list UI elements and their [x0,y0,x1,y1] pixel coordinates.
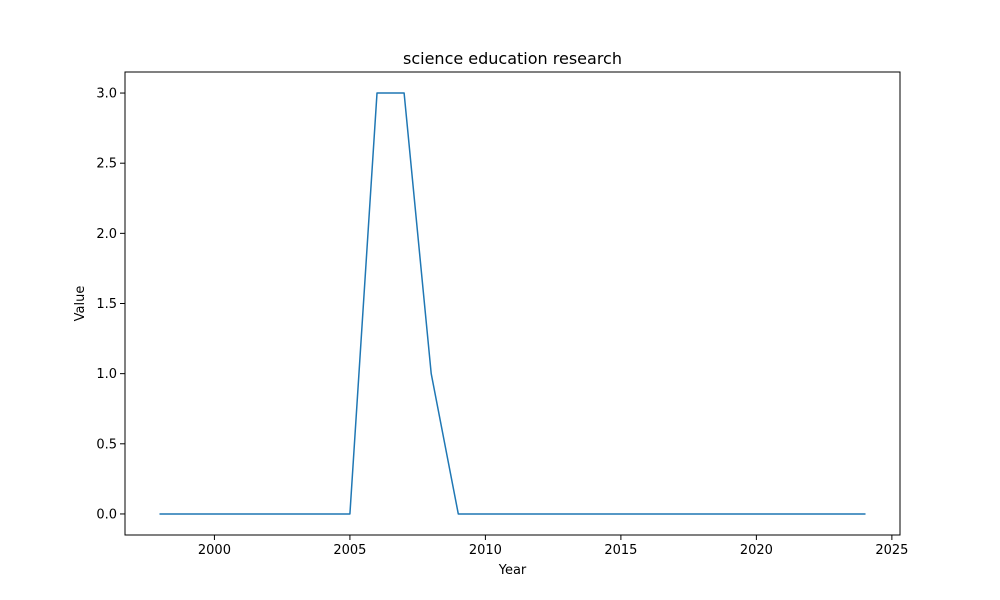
chart-title: science education research [403,49,622,68]
y-tick-label: 1.5 [96,297,117,312]
plot-frame [124,71,901,536]
x-tick-label: 2000 [198,543,231,558]
x-tick-label: 2020 [740,543,773,558]
x-tick-label: 2025 [875,543,908,558]
y-tick-label: 1.0 [96,367,117,382]
y-tick-label: 0.5 [96,437,117,452]
x-tick-label: 2010 [469,543,502,558]
plot-area-background [125,72,900,535]
y-tick-label: 3.0 [96,87,117,102]
series-group [159,92,866,515]
x-tick-label: 2015 [604,543,637,558]
y-tick-label: 0.0 [96,507,117,522]
y-axis-ticks: 0.0 0.5 1.0 1.5 2.0 2.5 3.0 [96,87,125,522]
x-axis-ticks: 2000 2005 2010 2015 2020 2025 [198,535,908,558]
series-line [159,92,866,515]
y-tick-label: 2.5 [96,157,117,172]
x-tick-label: 2005 [333,543,366,558]
x-axis-label: Year [498,563,527,578]
y-tick-label: 2.0 [96,227,117,242]
y-axis-label: Value [73,286,88,322]
